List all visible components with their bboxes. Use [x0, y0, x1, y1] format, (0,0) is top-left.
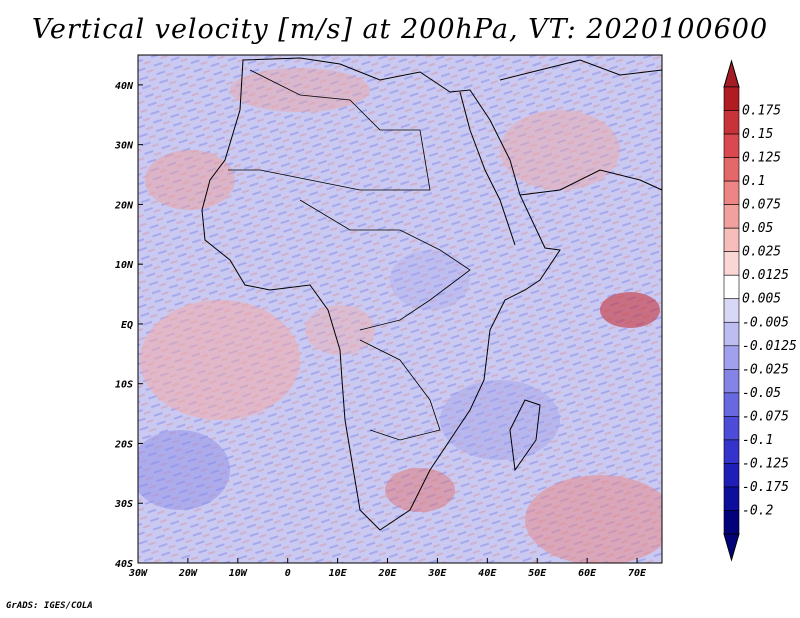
- colorbar-level-label: 0.025: [742, 245, 781, 260]
- colorbar-level-label: -0.1: [742, 433, 773, 448]
- colorbar-swatch: [723, 204, 740, 229]
- plot-frame: [137, 54, 663, 564]
- colorbar-swatch: [723, 227, 740, 252]
- colorbar-swatch: [723, 298, 740, 323]
- lat-tick-label: 30S: [114, 499, 133, 510]
- colorbar-level-label: 0.15: [742, 127, 773, 142]
- chart-title: Vertical velocity [m/s] at 200hPa, VT: 2…: [31, 14, 769, 45]
- lon-tick-label: 30E: [427, 568, 447, 579]
- lat-tick-label: EQ: [121, 320, 133, 331]
- lat-tick-label: 40N: [115, 81, 134, 92]
- velocity-field: [138, 55, 662, 563]
- colorbar-level-label: 0.075: [742, 198, 781, 213]
- colorbar-level-label: -0.2: [742, 503, 773, 518]
- colorbar-swatch: [723, 392, 740, 417]
- colorbar-level-label: -0.025: [742, 362, 789, 377]
- colorbar-swatch: [723, 180, 740, 205]
- colorbar-level-label: 0.175: [742, 104, 781, 119]
- lon-axis: 30W 20W 10W 0 10E 20E 30E 40E 50E 60E 70E: [128, 558, 647, 579]
- colorbar-swatch: [723, 463, 740, 488]
- colorbar-level-label: -0.005: [742, 315, 789, 330]
- lat-axis: 40N 30N 20N 10N EQ 10S 20S 30S 40S: [114, 81, 143, 570]
- colorbar-swatch: [723, 486, 740, 511]
- lon-tick-label: 0: [285, 568, 291, 579]
- colorbar-level-label: 0.1: [742, 174, 765, 189]
- lon-tick-label: 20E: [377, 568, 397, 579]
- colorbar-swatch: [723, 416, 740, 441]
- colorbar-swatch: [723, 510, 740, 535]
- colorbar-swatch: [723, 274, 740, 300]
- colorbar-over-arrow: [723, 59, 740, 88]
- lon-tick-label: 50E: [528, 568, 547, 579]
- colorbar-swatch: [723, 369, 740, 394]
- footer-credit: GrADS: IGES/COLA: [6, 601, 93, 611]
- colorbar-swatch: [723, 251, 740, 276]
- lon-tick-label: 70E: [628, 568, 647, 579]
- colorbar-level-label: -0.075: [742, 409, 789, 424]
- lat-tick-label: 40S: [115, 559, 133, 570]
- colorbar-swatch: [723, 345, 740, 370]
- lon-tick-label: 10W: [229, 568, 248, 579]
- lat-tick-label: 10S: [115, 380, 133, 391]
- lon-tick-label: 10E: [329, 568, 348, 579]
- lat-tick-label: 20S: [114, 439, 133, 450]
- colorbar: 0.175 0.15 0.125 0.1 0.075 0.05 0.025 0.0125 0.0…: [723, 59, 797, 562]
- lon-tick-label: 60E: [578, 568, 597, 579]
- lat-tick-label: 10N: [115, 260, 134, 271]
- colorbar-level-label: -0.125: [742, 456, 789, 471]
- colorbar-swatch: [723, 321, 740, 347]
- colorbar-level-label: 0.125: [742, 151, 781, 166]
- colorbar-level-label: 0.05: [742, 221, 773, 236]
- lat-tick-label: 30N: [114, 141, 134, 152]
- colorbar-level-label: 0.0125: [742, 268, 789, 283]
- colorbar-level-label: -0.175: [742, 480, 789, 495]
- colorbar-swatch: [723, 157, 740, 182]
- colorbar-swatch: [723, 439, 740, 464]
- lat-tick-label: 20N: [114, 200, 134, 211]
- colorbar-swatch: [723, 86, 740, 111]
- lon-tick-label: 30W: [128, 568, 148, 579]
- colorbar-level-label: -0.0125: [742, 339, 797, 354]
- lon-tick-label: 20W: [178, 568, 198, 579]
- colorbar-level-label: 0.005: [742, 292, 781, 307]
- colorbar-swatch: [723, 133, 740, 158]
- colorbar-level-label: -0.05: [742, 386, 781, 401]
- colorbar-swatch: [723, 110, 740, 135]
- colorbar-under-arrow: [723, 533, 740, 562]
- coastlines: [201, 57, 663, 531]
- lon-tick-label: 40E: [478, 568, 497, 579]
